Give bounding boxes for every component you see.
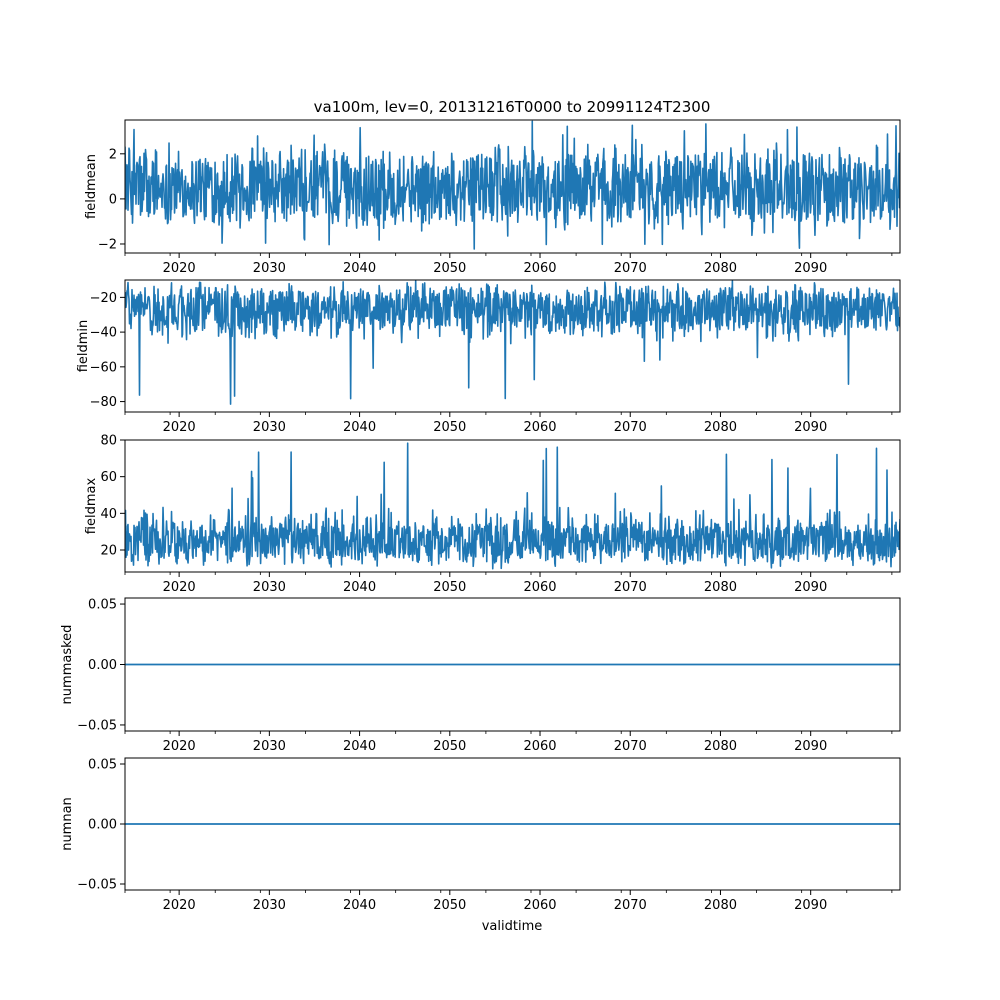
axes-frame — [124, 119, 901, 254]
x-axis-label: validtime — [482, 919, 543, 934]
x-tick-label: 2020 — [163, 261, 196, 276]
x-tick-label: 2060 — [523, 898, 556, 913]
x-tick-label: 2090 — [794, 261, 827, 276]
x-tick-label: 2080 — [704, 739, 737, 754]
y-tick-label: 0.05 — [88, 598, 117, 613]
y-axis-label: numnan — [60, 797, 75, 851]
x-tick-label: 2050 — [433, 739, 466, 754]
x-tick-label: 2080 — [704, 261, 737, 276]
x-tick-label: 2040 — [343, 580, 376, 595]
x-tick-label: 2080 — [704, 898, 737, 913]
y-tick-label: −0.05 — [77, 878, 117, 893]
series-group — [125, 442, 900, 570]
x-tick-label: 2030 — [253, 580, 286, 595]
x-tick-label: 2050 — [433, 261, 466, 276]
y-tick-label: 0.05 — [88, 758, 117, 773]
x-tick-label: 2090 — [794, 580, 827, 595]
x-tick-label: 2060 — [523, 420, 556, 435]
y-tick-label: 20 — [100, 544, 117, 559]
y-tick-label: −20 — [90, 291, 117, 306]
series-group — [125, 280, 900, 405]
x-tick-label: 2060 — [523, 580, 556, 595]
x-tick-label: 2070 — [614, 898, 647, 913]
x-tick-label: 2020 — [163, 898, 196, 913]
x-tick-label: 2020 — [163, 580, 196, 595]
y-axis-label: fieldmin — [76, 320, 91, 373]
y-tick-label: 80 — [100, 434, 117, 449]
y-axis-label: nummasked — [60, 625, 75, 705]
y-tick-label: 0.00 — [88, 658, 117, 673]
y-tick-label: −60 — [90, 360, 117, 375]
x-tick-label: 2060 — [523, 261, 556, 276]
panel-fieldmax: 2020 2030 2040 2050 2060 2070 2080 209020406080… — [84, 434, 901, 595]
x-tick-label: 2040 — [343, 739, 376, 754]
panel-numnan: 2020 2030 2040 2050 2060 2070 2080 2090 −0.05 0.0… — [60, 757, 901, 913]
figure-title: va100m, lev=0, 20131216T0000 to 20991124… — [314, 98, 711, 116]
y-tick-label: −0.05 — [77, 718, 117, 733]
x-tick-label: 2030 — [253, 420, 286, 435]
series-line-fieldmin — [125, 280, 900, 405]
x-tick-label: 2020 — [163, 739, 196, 754]
x-tick-label: 2090 — [794, 739, 827, 754]
y-tick-label: 0.00 — [88, 818, 117, 833]
y-tick-label: −2 — [98, 237, 117, 252]
y-tick-label: 60 — [100, 470, 117, 485]
x-tick-label: 2080 — [704, 580, 737, 595]
x-tick-label: 2040 — [343, 261, 376, 276]
panel-fieldmin: 2020 2030 2040 2050 2060 2070 2080 2090 −80 −60 −4… — [76, 279, 901, 435]
x-tick-label: 2050 — [433, 580, 466, 595]
x-tick-label: 2070 — [614, 739, 647, 754]
x-tick-label: 2020 — [163, 420, 196, 435]
series-line-fieldmean — [125, 120, 900, 250]
x-tick-label: 2030 — [253, 739, 286, 754]
axes-frame — [124, 279, 901, 413]
x-tick-label: 2070 — [614, 261, 647, 276]
y-tick-label: 40 — [100, 507, 117, 522]
x-tick-label: 2090 — [794, 898, 827, 913]
series-line-fieldmax — [125, 442, 900, 570]
axes-frame — [124, 439, 901, 573]
x-tick-label: 2090 — [794, 420, 827, 435]
x-tick-label: 2050 — [433, 420, 466, 435]
x-tick-label: 2050 — [433, 898, 466, 913]
panel-nummasked: 2020 2030 2040 2050 2060 2070 2080 2090 −0.05 0.0… — [60, 597, 901, 754]
panel-fieldmean: 2020 2030 2040 2050 2060 2070 2080 2090 −2 0 2 fiel… — [84, 119, 901, 276]
y-tick-label: 0 — [109, 192, 117, 207]
y-tick-label: 2 — [109, 147, 117, 162]
y-tick-label: −80 — [90, 395, 117, 410]
x-tick-label: 2030 — [253, 898, 286, 913]
x-tick-label: 2040 — [343, 898, 376, 913]
x-tick-label: 2070 — [614, 420, 647, 435]
y-tick-label: −40 — [90, 326, 117, 341]
x-tick-label: 2070 — [614, 580, 647, 595]
series-group — [125, 120, 900, 250]
x-tick-label: 2060 — [523, 739, 556, 754]
x-tick-label: 2040 — [343, 420, 376, 435]
y-axis-label: fieldmax — [84, 478, 99, 535]
x-tick-label: 2080 — [704, 420, 737, 435]
y-axis-label: fieldmean — [84, 154, 99, 219]
x-tick-label: 2030 — [253, 261, 286, 276]
